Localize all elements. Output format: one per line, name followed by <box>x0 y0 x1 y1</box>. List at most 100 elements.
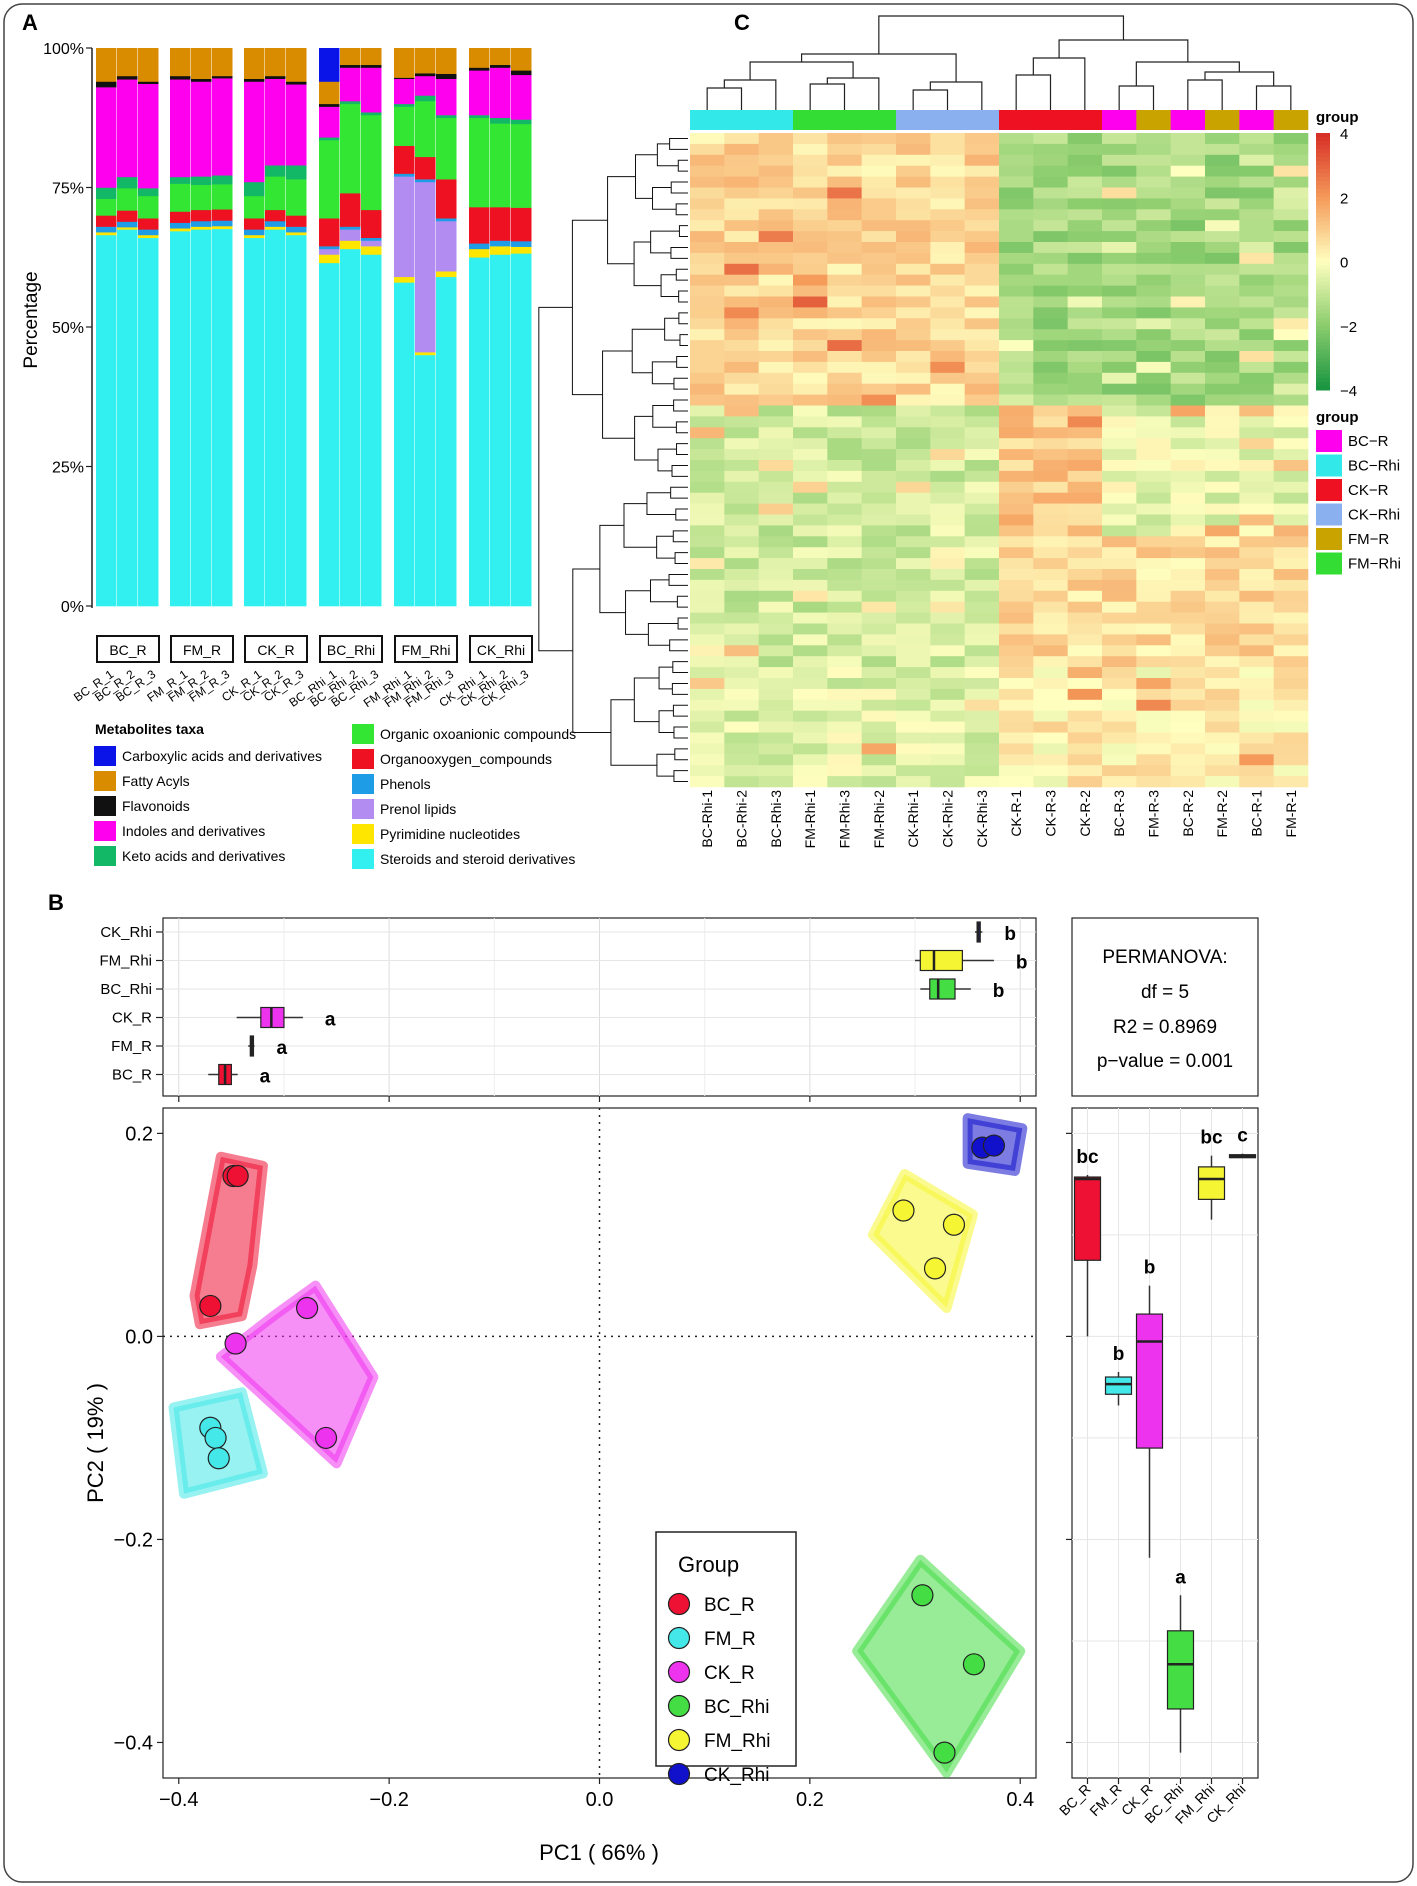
heatmap-cell-bc-rhi-1-row-45 <box>690 623 725 635</box>
heatmap-cell-bc-rhi-1-row-52 <box>690 699 725 711</box>
heatmap-cell-bc-rhi-1-row-40 <box>690 569 725 581</box>
heatmap-cell-ck-r-2-row-57 <box>1067 754 1103 766</box>
heatmap-cell-ck-r-1-row-17 <box>999 318 1034 330</box>
heatmap-cell-bc-rhi-2-row-57 <box>724 754 759 766</box>
heatmap-cell-bc-rhi-1-row-53 <box>690 710 725 722</box>
heatmap-cell-bc-rhi-3-row-24 <box>758 394 794 406</box>
heatmap-sample-label: FM-R-3 <box>1146 790 1162 838</box>
bar-segment-ck_r_1-2 <box>244 78 265 82</box>
heatmap-sample-label: CK-Rhi-2 <box>940 790 956 848</box>
heatmap-cell-ck-rhi-2-row-6 <box>930 198 965 210</box>
heatmap-cell-fm-rhi-1-row-30 <box>793 460 828 472</box>
heatmap-cell-bc-r-1-row-49 <box>1239 667 1274 679</box>
heatmap-cell-ck-rhi-2-row-1 <box>930 143 965 156</box>
heatmap-cell-ck-rhi-3-row-57 <box>964 754 1000 766</box>
heatmap-cell-bc-r-1-row-21 <box>1239 361 1274 374</box>
heatmap-cell-fm-r-3-row-51 <box>1136 688 1171 701</box>
heatmap-cell-fm-r-1-row-37 <box>1273 536 1309 548</box>
heatmap-cell-ck-rhi-1-row-49 <box>896 667 931 679</box>
heatmap-cell-ck-r-3-row-32 <box>1033 481 1068 493</box>
bar-segment-ck_r_3-4 <box>286 165 307 180</box>
heatmap-cell-ck-rhi-3-row-47 <box>964 645 1000 657</box>
heatmap-cell-fm-rhi-2-row-37 <box>861 536 897 548</box>
heatmap-cell-bc-rhi-1-row-55 <box>690 732 725 744</box>
heatmap-cell-bc-rhi-1-row-47 <box>690 645 725 657</box>
legend-label: Prenol lipids <box>380 801 456 817</box>
heatmap-cell-bc-r-2-row-45 <box>1170 623 1206 635</box>
heatmap-cell-fm-r-3-row-38 <box>1136 547 1171 559</box>
heatmap-cell-fm-r-1-row-3 <box>1273 165 1309 177</box>
heatmap-cell-bc-rhi-3-row-21 <box>758 361 794 374</box>
bar-segment-ck_rhi_1-3 <box>469 70 490 116</box>
a-y-tick-label: 100% <box>43 41 84 58</box>
heatmap-cell-fm-r-3-row-59 <box>1136 776 1171 788</box>
heatmap-cell-bc-rhi-2-row-41 <box>724 579 759 592</box>
heatmap-cell-ck-rhi-2-row-45 <box>930 623 965 635</box>
annotation-cell-fm-rhi-1 <box>793 110 828 130</box>
bar-segment-fm_rhi_1-2 <box>394 77 415 79</box>
heatmap-cell-ck-r-2-row-18 <box>1067 329 1103 341</box>
panel-a-legend-title: Metabolites taxa <box>95 721 204 737</box>
row-dendrogram-link <box>672 661 688 674</box>
heatmap-cell-ck-r-3-row-53 <box>1033 710 1068 722</box>
heatmap-cell-ck-rhi-3-row-4 <box>964 176 1000 188</box>
bar-segment-bc_r_2-3 <box>117 79 138 178</box>
bar-segment-bc_rhi_1-6 <box>319 218 340 247</box>
heatmap-cell-ck-rhi-3-row-29 <box>964 449 1000 461</box>
bar-segment-bc_rhi_2-10 <box>340 248 361 607</box>
heatmap-cell-fm-r-2-row-57 <box>1205 754 1240 766</box>
heatmap-cell-fm-r-1-row-25 <box>1273 405 1309 417</box>
row-dendrogram-link <box>679 334 688 347</box>
heatmap-cell-fm-r-3-row-28 <box>1136 438 1171 450</box>
bar-segment-bc_rhi_3-3 <box>361 67 382 113</box>
heatmap-cell-bc-r-3-row-33 <box>1102 492 1137 504</box>
heatmap-cell-bc-rhi-2-row-50 <box>724 678 759 690</box>
heatmap-cell-bc-rhi-2-row-2 <box>724 154 759 166</box>
row-dendrogram-link <box>668 573 688 586</box>
heatmap-cell-bc-rhi-2-row-59 <box>724 776 759 788</box>
heatmap-cell-fm-rhi-2-row-1 <box>861 143 897 156</box>
colorbar-step <box>1316 369 1330 375</box>
heatmap-cell-ck-rhi-1-row-41 <box>896 579 931 592</box>
heatmap-cell-ck-rhi-1-row-23 <box>896 383 931 395</box>
heatmap-cell-fm-r-2-row-33 <box>1205 492 1240 504</box>
colorbar-step <box>1316 337 1330 343</box>
row-dendrogram-link <box>675 268 688 281</box>
legend-swatch <box>94 821 116 841</box>
heatmap-cell-bc-r-2-row-26 <box>1170 416 1206 428</box>
heatmap-cell-bc-rhi-2-row-24 <box>724 394 759 406</box>
bar-segment-bc_rhi_2-1 <box>340 48 361 66</box>
colorbar-step <box>1316 221 1330 226</box>
heatmap-cell-ck-r-3-row-48 <box>1033 656 1068 668</box>
scatter-x-tick-label: 0.0 <box>586 1789 614 1811</box>
bar-segment-fm_r_3-10 <box>212 228 233 607</box>
heatmap-cell-ck-r-3-row-2 <box>1033 154 1068 166</box>
heatmap-cell-ck-r-3-row-15 <box>1033 296 1068 308</box>
heatmap-cell-ck-r-2-row-54 <box>1067 721 1103 733</box>
colorbar-tick-label: −4 <box>1340 383 1357 400</box>
heatmap-cell-bc-r-2-row-42 <box>1170 590 1206 602</box>
heatmap-cell-fm-rhi-2-row-58 <box>861 765 897 777</box>
heatmap-cell-fm-rhi-1-row-51 <box>793 688 828 701</box>
heatmap-cell-ck-r-1-row-20 <box>999 351 1034 363</box>
heatmap-cell-ck-r-2-row-35 <box>1067 514 1103 526</box>
heatmap-cell-bc-rhi-1-row-3 <box>690 165 725 177</box>
panel-c-column-dendrogram <box>706 15 1292 110</box>
heatmap-cell-ck-rhi-3-row-30 <box>964 460 1000 472</box>
heatmap-cell-bc-r-1-row-47 <box>1239 645 1274 657</box>
heatmap-cell-fm-rhi-1-row-17 <box>793 318 828 330</box>
heatmap-sample-label: BC-R-3 <box>1111 790 1127 837</box>
heatmap-cell-ck-rhi-2-row-42 <box>930 590 965 602</box>
heatmap-cell-bc-r-2-row-35 <box>1170 514 1206 526</box>
heatmap-cell-bc-r-2-row-13 <box>1170 274 1206 286</box>
heatmap-cell-fm-rhi-1-row-41 <box>793 579 828 592</box>
scatter-x-tick-label: 0.4 <box>1006 1789 1034 1811</box>
bar-segment-bc_r_1-6 <box>96 215 117 227</box>
colorbar-step <box>1316 301 1330 307</box>
bar-segment-ck_rhi_2-4 <box>490 117 511 124</box>
heatmap-cell-bc-r-1-row-45 <box>1239 623 1274 635</box>
heatmap-cell-bc-rhi-1-row-5 <box>690 187 725 199</box>
point-fm_rhi-3 <box>923 1257 947 1280</box>
bar-segment-bc_rhi_3-8 <box>361 240 382 247</box>
heatmap-cell-ck-rhi-3-row-28 <box>964 438 1000 450</box>
